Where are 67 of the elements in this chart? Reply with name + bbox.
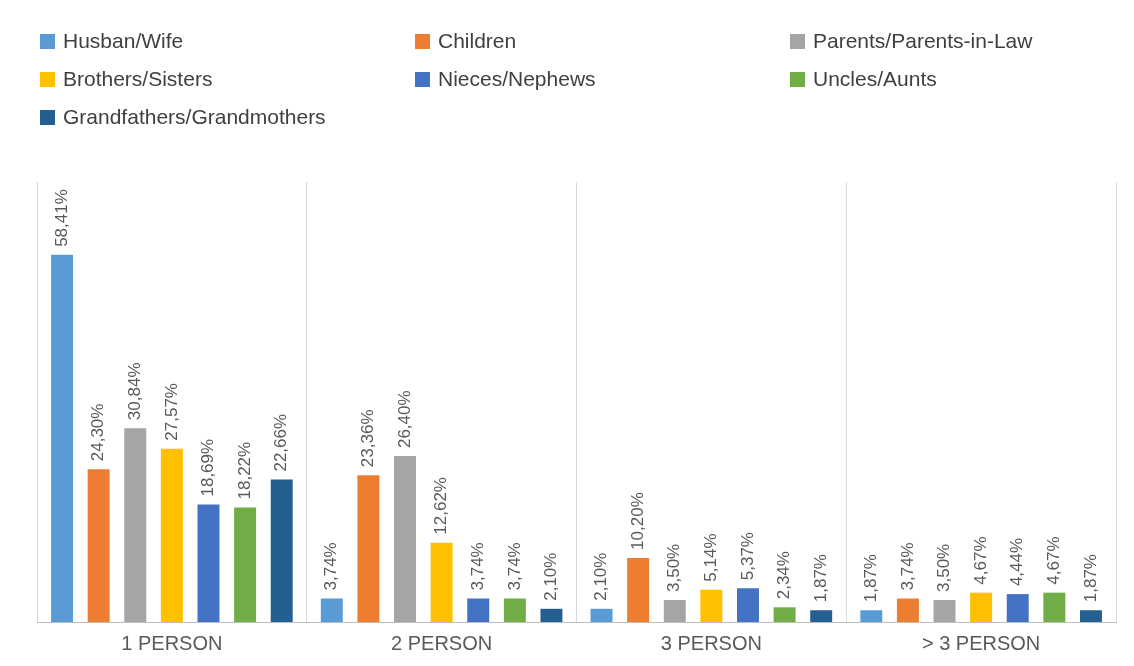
data-label: 3,50%	[934, 543, 954, 592]
bar	[160, 448, 183, 622]
legend-label: Uncles/Aunts	[813, 67, 937, 91]
legend-label: Brothers/Sisters	[63, 67, 213, 91]
bar	[860, 610, 883, 622]
bar	[933, 600, 956, 622]
bar	[970, 592, 993, 622]
data-label: 4,67%	[970, 536, 990, 585]
bar	[394, 456, 416, 622]
legend-label: Nieces/Nephews	[438, 67, 596, 91]
bar	[737, 588, 759, 622]
data-label: 12,62%	[431, 477, 451, 535]
bar	[357, 475, 380, 622]
data-label: 3,74%	[467, 542, 487, 591]
data-label: 18,22%	[234, 441, 254, 500]
legend-label: Husban/Wife	[63, 29, 184, 53]
bar	[124, 428, 147, 622]
bar	[87, 469, 110, 622]
bar	[430, 542, 453, 622]
data-label: 2,34%	[774, 551, 794, 600]
x-tick-label: 2 PERSON	[391, 631, 493, 654]
data-label: 30,84%	[124, 362, 144, 421]
data-label: 3,74%	[504, 542, 524, 591]
bar	[896, 598, 919, 622]
data-label: 5,37%	[737, 532, 757, 581]
data-label: 22,66%	[271, 413, 291, 472]
data-label: 26,40%	[394, 390, 414, 449]
data-label: 5,14%	[701, 533, 721, 582]
bar	[270, 479, 293, 622]
bar	[810, 610, 833, 622]
data-label: 58,41%	[51, 189, 71, 247]
data-label: 2,10%	[591, 552, 611, 601]
data-label: 1,87%	[810, 554, 830, 603]
bar	[197, 504, 220, 622]
data-label: 4,44%	[1007, 537, 1027, 587]
bar	[627, 557, 650, 622]
legend-label: Grandfathers/Grandmothers	[63, 105, 326, 129]
bar	[320, 598, 343, 622]
data-label: 4,67%	[1044, 536, 1064, 585]
bar	[234, 507, 257, 622]
bar	[1043, 592, 1066, 622]
bar	[663, 600, 686, 622]
bar	[590, 608, 613, 622]
data-label: 1,87%	[860, 554, 880, 603]
bar	[503, 598, 526, 622]
data-label: 3,50%	[664, 543, 684, 592]
data-label: 10,20%	[627, 492, 647, 550]
data-label: 23,36%	[358, 409, 378, 468]
bar	[1079, 610, 1102, 622]
data-label: 1,87%	[1080, 554, 1100, 603]
bar	[700, 589, 723, 622]
data-label: 2,10%	[541, 552, 561, 601]
bar	[51, 254, 74, 622]
x-tick-label: > 3 PERSON	[921, 631, 1041, 654]
legend-label: Children	[438, 29, 517, 53]
bar	[540, 608, 563, 622]
x-tick-label: 3 PERSON	[660, 631, 762, 654]
data-label: 3,74%	[321, 542, 341, 591]
data-label: 27,57%	[161, 383, 181, 441]
legend-label: Parents/Parents-in-Law	[813, 29, 1033, 53]
bar	[773, 607, 796, 622]
x-tick-label: 1 PERSON	[121, 631, 223, 654]
data-label: 18,69%	[198, 438, 218, 497]
data-label: 24,30%	[88, 403, 108, 462]
bar	[1006, 594, 1029, 622]
data-label: 3,74%	[897, 542, 917, 591]
bar	[467, 598, 490, 622]
